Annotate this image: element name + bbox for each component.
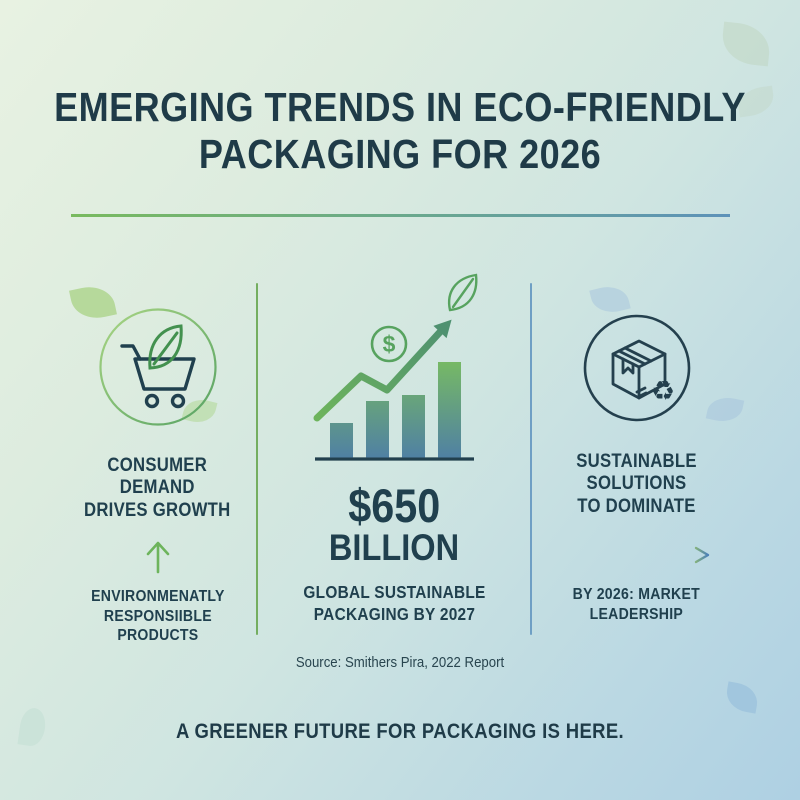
stat-value: $650	[347, 479, 441, 532]
up-arrow-icon	[142, 538, 174, 579]
stat-unit: BILLION	[328, 527, 460, 568]
leaf-outline-icon	[447, 273, 477, 312]
dollar-sign-icon: $	[382, 331, 395, 357]
leaf-decoration-icon	[17, 706, 48, 748]
consumer-demand-heading: CONSUMER DEMAND DRIVES GROWTH	[84, 455, 231, 521]
dollar-circle-icon	[370, 325, 407, 363]
column-sustainable-solutions: ♻ SUSTAINABLE SOLUTIONS TO DOMINATE	[532, 270, 741, 642]
source-citation: Source: Smithers Pira, 2022 Report	[295, 654, 505, 671]
page-title: EMERGING TRENDS IN ECO-FRIENDLY PACKAGIN…	[54, 84, 746, 178]
footer-tagline: A GREENER FUTURE FOR PACKAGING IS HERE.	[175, 720, 625, 743]
sustainable-solutions-heading: SUSTAINABLE SOLUTIONS TO DOMINATE	[576, 451, 697, 517]
recycle-symbol-icon: ♻	[650, 376, 674, 406]
recycled-box-icon: ♻	[581, 312, 693, 429]
right-arrow-icon	[558, 546, 716, 569]
column-divider-blue	[530, 283, 532, 635]
shopping-cart-leaf-icon	[97, 306, 219, 433]
column-divider-green	[256, 283, 258, 635]
arrowhead-icon	[432, 319, 452, 339]
growth-bar-chart-icon: $	[307, 270, 482, 470]
column-consumer-demand: CONSUMER DEMAND DRIVES GROWTH ENVIRONMEN…	[59, 270, 256, 644]
leaf-decoration-icon	[723, 681, 761, 714]
stat-caption: GLOBAL SUSTAINABLE PACKAGING BY 2027	[302, 581, 486, 624]
content-columns: CONSUMER DEMAND DRIVES GROWTH ENVIRONMEN…	[59, 270, 741, 644]
consumer-demand-subtext: ENVIRONMENATLY RESPONSIIBLE PRODUCTS	[90, 588, 225, 645]
column-market-stat: $ $650 BILLION GLOBAL SUSTAINABLE PACKAG…	[258, 270, 530, 642]
market-leadership-subtext: BY 2026: MARKET LEADERSHIP	[572, 586, 701, 623]
title-divider	[71, 214, 730, 217]
leaf-decoration-icon	[720, 21, 772, 67]
